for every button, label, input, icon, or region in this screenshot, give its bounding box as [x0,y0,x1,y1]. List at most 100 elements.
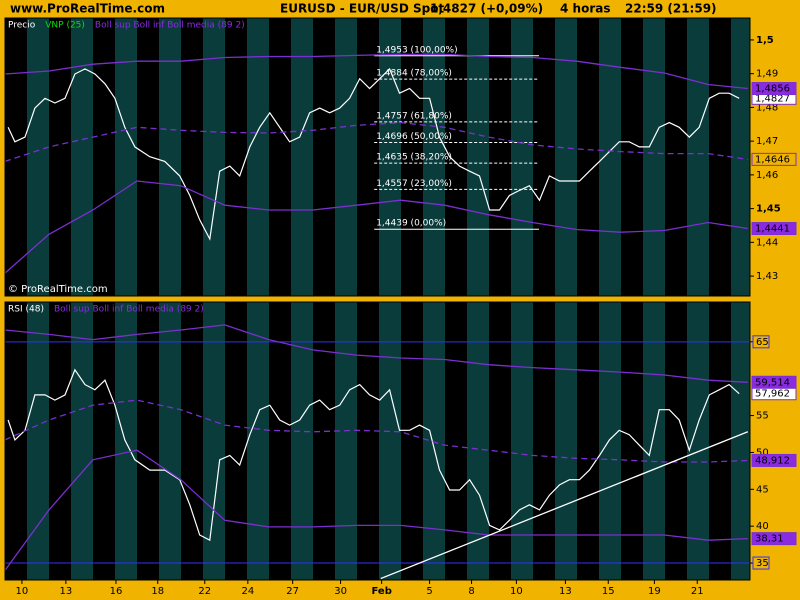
time: 22:59 (21:59) [625,2,717,16]
last-price: 1,4827 (+0,09%) [430,2,543,16]
legend-entry: Boll sup Boll inf Boll media (89 2) [54,305,204,315]
end-label-box [751,152,797,166]
legend-entry: Boll sup Boll inf Boll media (89 2) [95,21,245,31]
end-label: 59,514 [755,377,790,388]
session-band [335,302,357,580]
x-tick-label: 13 [60,586,73,597]
x-tick-label: Feb [371,586,391,597]
end-label: 1,4646 [755,154,790,165]
session-band [731,18,750,296]
session-band [379,302,401,580]
x-tick-label: 8 [468,586,474,597]
band-line [4,53,748,90]
session-band [335,18,357,296]
session-band [423,18,445,296]
end-label: 38,31 [755,534,784,545]
session-band [599,302,621,580]
fib-label: 1,4884 (78,00%) [376,69,452,79]
instrument: EURUSD - EUR/USD Spot [280,2,444,16]
band-line [4,180,748,274]
session-band [159,302,181,580]
fib-label: 1,4696 (50,00%) [376,132,452,142]
band-line [4,399,748,463]
main-line [7,368,740,542]
band-line [4,449,748,571]
session-band [687,302,709,580]
x-tick-label: 10 [510,586,523,597]
session-band [247,18,269,296]
session-band [511,302,533,580]
y-tick-label: 45 [756,484,769,495]
y-tick-label: 55 [756,411,769,422]
session-band [467,18,489,296]
y-tick-label: 1,45 [756,204,781,215]
session-band [115,18,137,296]
site: www.ProRealTime.com [10,2,165,16]
y-tick-label: 1,47 [756,136,778,147]
end-label-box [751,453,797,467]
x-tick-label: 30 [334,586,347,597]
tick-box [752,556,770,570]
x-tick-label: 15 [602,586,615,597]
session-band [247,302,269,580]
y-tick-label: 1,48 [756,102,778,113]
session-band [27,18,49,296]
session-band [643,18,665,296]
band-line [4,324,748,383]
x-tick-label: 18 [151,586,164,597]
session-band [731,302,750,580]
session-band [643,302,665,580]
session-band [687,18,709,296]
panel-border [4,17,751,297]
fib-label: 1,4557 (23,00%) [376,179,452,189]
y-tick-label: 40 [756,521,769,532]
fib-label: 1,4635 (38,20%) [376,153,452,163]
session-band [203,18,225,296]
session-band [159,18,181,296]
y-tick-label: 1,44 [756,237,778,248]
x-tick-label: 19 [648,586,661,597]
end-label: 1,4441 [755,224,790,235]
session-band [555,302,577,580]
session-band [379,18,401,296]
session-band [291,302,313,580]
tick-box [752,335,770,349]
x-tick-label: 10 [16,586,29,597]
copyright: © ProRealTime.com [8,284,108,295]
end-label-box [751,532,797,546]
legend-entry: RSI (48) [8,305,44,315]
session-band [599,18,621,296]
band-line [4,121,748,163]
x-tick-label: 22 [198,586,211,597]
end-label: 1,4827 [755,93,790,104]
session-band [71,18,93,296]
session-band [203,302,225,580]
timeframe: 4 horas [560,2,610,16]
end-label: 57,962 [755,389,790,400]
x-tick-label: 5 [426,586,432,597]
fib-label: 1,4757 (61,80%) [376,111,452,121]
fib-label: 1,4953 (100,00%) [376,45,457,55]
session-band [423,302,445,580]
end-label: 1,4856 [755,84,790,95]
legend-entry: VNP (25) [45,21,85,31]
x-tick-label: 24 [241,586,254,597]
end-label-box [751,375,797,389]
y-tick-label: 35 [756,558,769,569]
x-tick-label: 21 [691,586,704,597]
session-band [291,18,313,296]
main-line [7,67,740,241]
y-tick-label: 65 [756,337,769,348]
trendline [380,431,749,580]
session-band [467,302,489,580]
x-tick-label: 16 [110,586,123,597]
x-tick-label: 27 [286,586,299,597]
y-tick-label: 1,46 [756,170,778,181]
y-tick-label: 50 [756,447,769,458]
y-tick-label: 1,49 [756,69,778,80]
legend-entry: Precio [8,21,36,31]
session-band [511,18,533,296]
session-band [71,302,93,580]
